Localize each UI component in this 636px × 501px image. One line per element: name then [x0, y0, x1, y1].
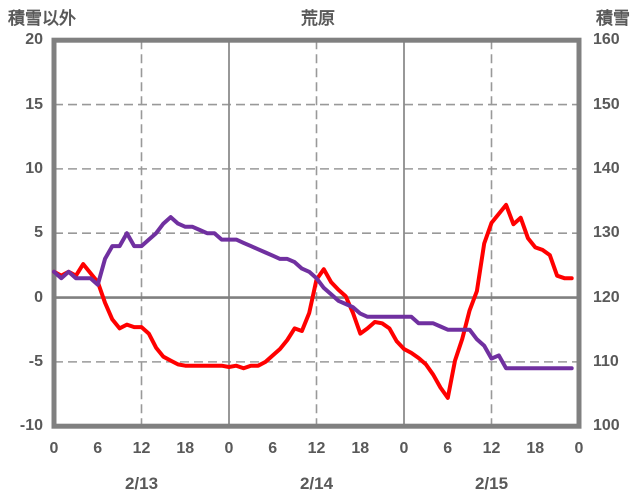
- x-axis-hour-tick-label: 18: [176, 440, 195, 457]
- x-axis-hour-tick-label: 0: [574, 440, 584, 457]
- y-axis-right-tick-label: 150: [593, 95, 620, 113]
- y-axis-right-tick-label: 130: [593, 224, 620, 242]
- x-axis-hour-tick-label: 12: [307, 440, 326, 457]
- x-axis-hour-tick-label: 6: [93, 440, 103, 457]
- x-axis-hour-tick-label: 6: [268, 440, 278, 457]
- x-axis-hour-tick-label: 0: [224, 440, 234, 457]
- y-axis-left-tick-label: 0: [34, 288, 43, 306]
- x-axis-date-label: 2/14: [299, 474, 334, 493]
- plot-border: [51, 37, 582, 429]
- y-axis-left-tick-label: -10: [19, 417, 43, 435]
- y-axis-right-tick-label: 120: [593, 288, 620, 306]
- y-axis-right-tick-label: 140: [593, 159, 620, 177]
- x-axis-hour-tick-label: 18: [351, 440, 370, 457]
- y-axis-right-tick-label: 160: [593, 31, 620, 49]
- y-axis-left-tick-label: 15: [25, 95, 43, 113]
- y-axis-right-tick-label: 100: [593, 417, 620, 435]
- series-line-red: [52, 202, 574, 400]
- chart-title: 荒原: [301, 9, 335, 28]
- x-axis-hour-tick-label: 0: [49, 440, 59, 457]
- x-axis-hour-tick-label: 6: [443, 440, 453, 457]
- y-axis-left-tick-label: 5: [34, 224, 43, 242]
- x-axis-hour-tick-label: 12: [482, 440, 501, 457]
- left-axis-title: 積雪以外: [8, 9, 76, 28]
- x-axis-date-label: 2/13: [124, 474, 159, 493]
- y-axis-left-tick-label: 10: [25, 159, 43, 177]
- right-axis-title: 積雪: [596, 9, 630, 28]
- x-axis-date-label: 2/15: [474, 474, 509, 493]
- y-axis-left-tick-label: -5: [28, 352, 43, 370]
- x-axis-hour-tick-label: 0: [399, 440, 409, 457]
- x-axis-hour-tick-label: 18: [526, 440, 545, 457]
- x-axis-hour-tick-label: 12: [132, 440, 151, 457]
- y-axis-right-tick-label: 110: [593, 352, 619, 370]
- series-line-purple: [52, 215, 574, 371]
- y-axis-left-tick-label: 20: [25, 31, 43, 49]
